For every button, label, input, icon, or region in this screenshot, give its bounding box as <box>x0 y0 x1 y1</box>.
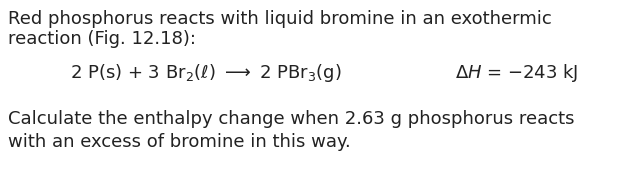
Text: reaction (Fig. 12.18):: reaction (Fig. 12.18): <box>8 30 196 48</box>
Text: 2 P(s) + 3 Br$_2$($\ell$) $\longrightarrow$ 2 PBr$_3$(g): 2 P(s) + 3 Br$_2$($\ell$) $\longrightarr… <box>70 62 342 84</box>
Text: $\Delta H$ = −243 kJ: $\Delta H$ = −243 kJ <box>455 62 578 84</box>
Text: with an excess of bromine in this way.: with an excess of bromine in this way. <box>8 133 351 151</box>
Text: Red phosphorus reacts with liquid bromine in an exothermic: Red phosphorus reacts with liquid bromin… <box>8 10 552 28</box>
Text: Calculate the enthalpy change when 2.63 g phosphorus reacts: Calculate the enthalpy change when 2.63 … <box>8 110 574 128</box>
